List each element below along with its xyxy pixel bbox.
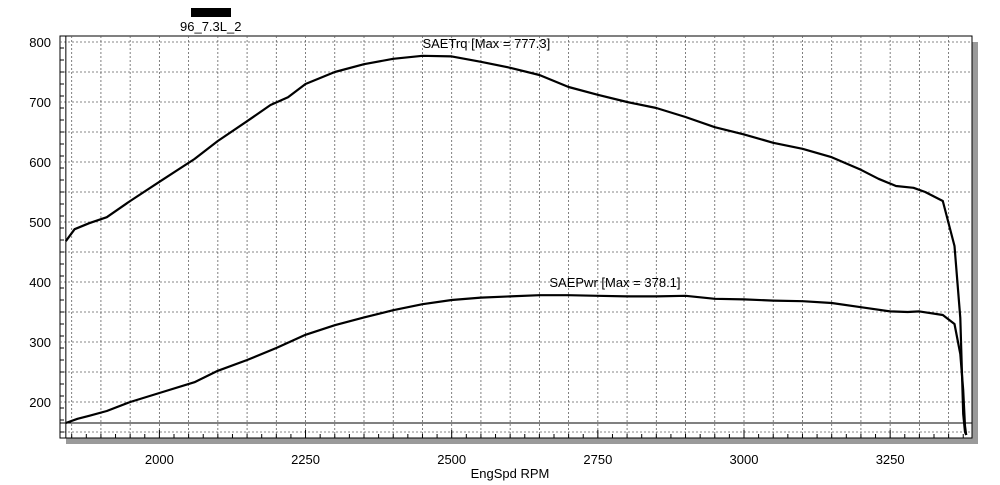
legend-swatch <box>191 8 231 17</box>
grid <box>60 36 972 438</box>
x-tick-label: 2000 <box>145 452 174 467</box>
series-layer <box>64 54 968 436</box>
x-axis-title: EngSpd RPM <box>471 466 550 481</box>
y-tick-label: 800 <box>29 35 51 50</box>
x-tick-label: 2750 <box>583 452 612 467</box>
reference-lines <box>60 36 972 438</box>
x-tick-label: 2500 <box>437 452 466 467</box>
y-tick-label: 600 <box>29 155 51 170</box>
series-line-saepwr <box>65 294 968 436</box>
series-label-saetrq: SAETrq [Max = 777.3] <box>422 36 550 51</box>
minor-ticks <box>60 47 964 438</box>
y-tick-label: 500 <box>29 215 51 230</box>
x-tick-label: 2250 <box>291 452 320 467</box>
plot-area <box>59 35 973 439</box>
series-labels: SAETrq [Max = 777.3] SAEPwr [Max = 378.1] <box>422 36 680 290</box>
series-line-saetrq <box>64 54 968 436</box>
x-tick-label: 3000 <box>730 452 759 467</box>
y-tick-label: 400 <box>29 275 51 290</box>
x-tick-label: 3250 <box>876 452 905 467</box>
y-tick-label: 200 <box>29 395 51 410</box>
tick-labels: 2000 2250 2500 2750 3000 3250 200 300 400 500 600 7… <box>29 35 904 467</box>
y-tick-label: 700 <box>29 95 51 110</box>
y-tick-label: 300 <box>29 335 51 350</box>
series-label-saepwr: SAEPwr [Max = 378.1] <box>549 275 680 290</box>
legend-label: 96_7.3L_2 <box>180 19 241 34</box>
